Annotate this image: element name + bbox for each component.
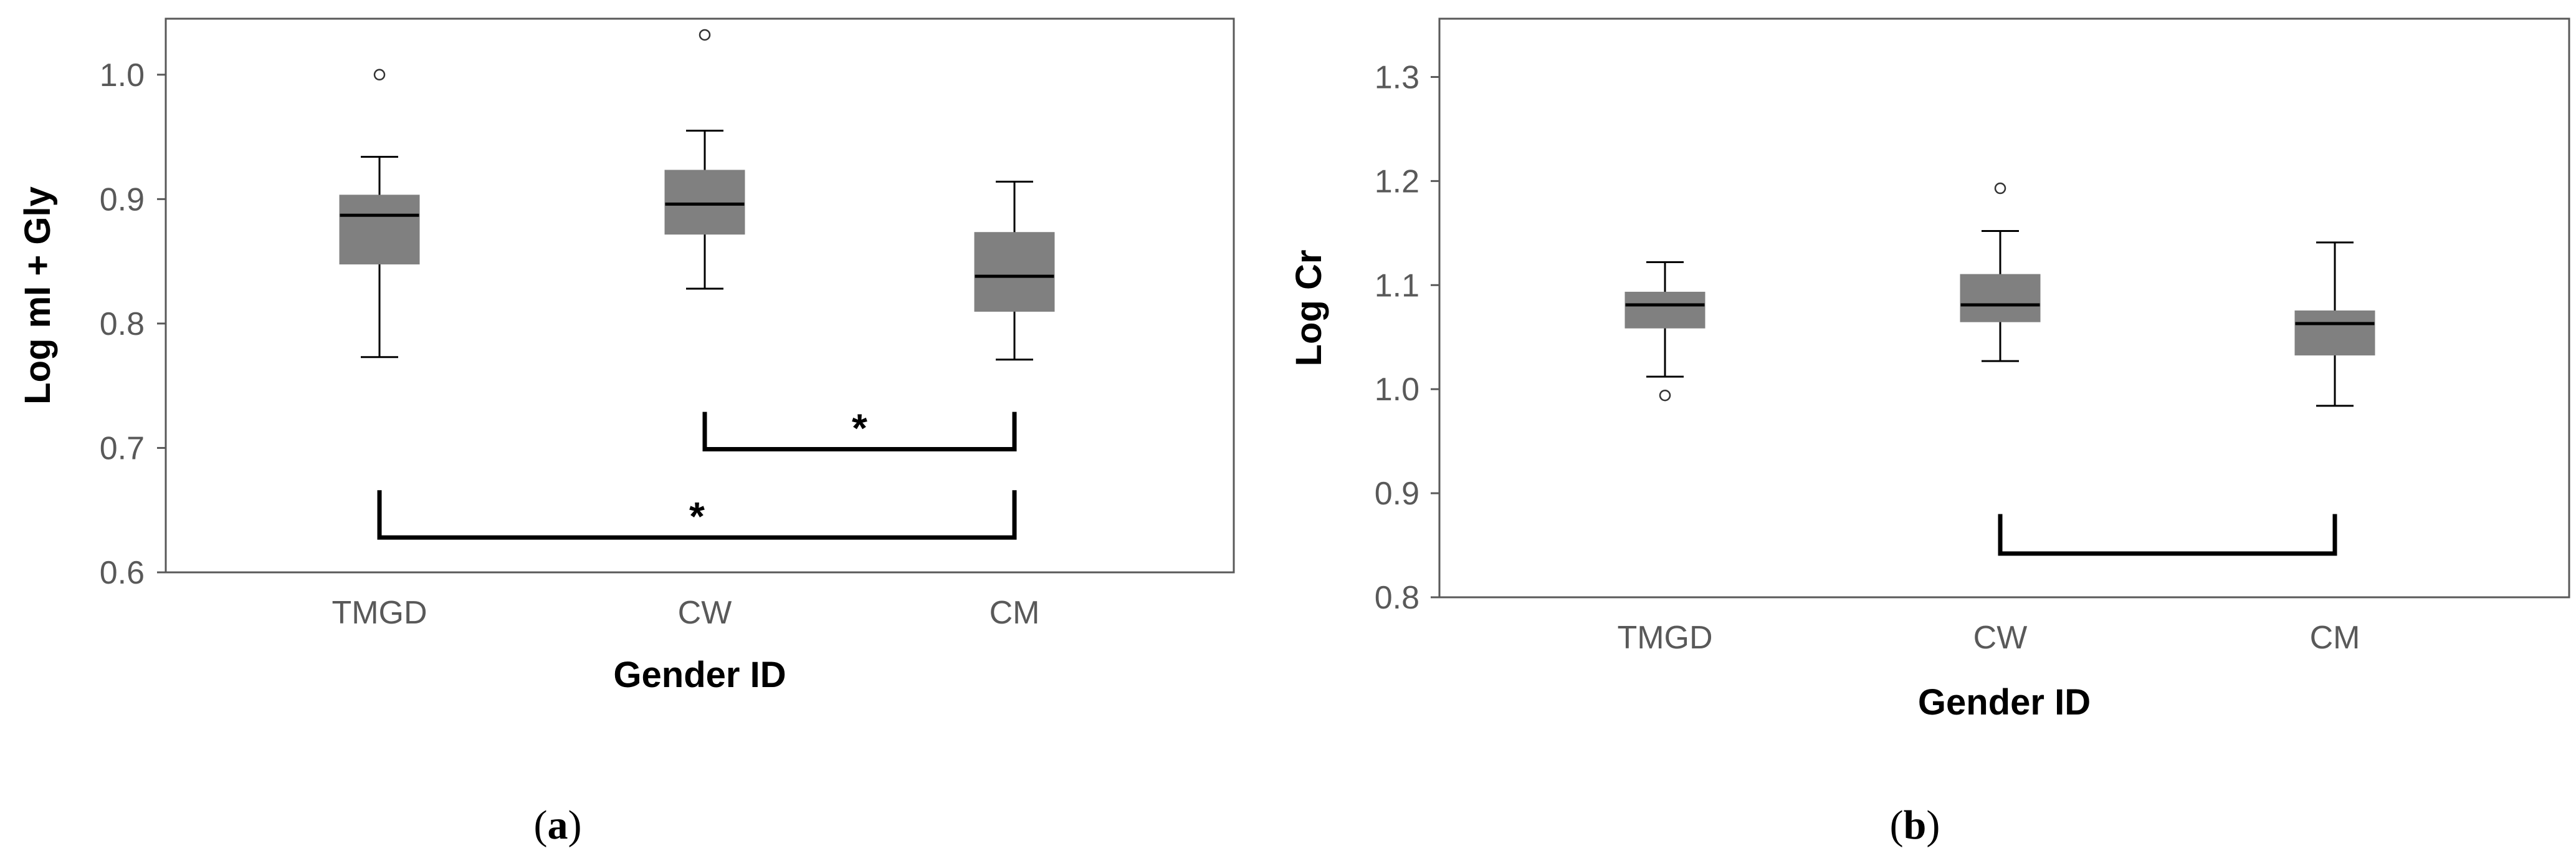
outlier-point: [1659, 389, 1671, 402]
box-TMGD: [339, 69, 420, 358]
outlier-point: [373, 69, 386, 81]
iqr-box: [1960, 274, 2041, 322]
outlier-point: [699, 29, 711, 41]
chart-panel-a: 0.6 0.7 0.8 0.9 1.0 TMGD CW CM Gender ID Log mI +…: [17, 17, 1235, 848]
x-tick-label: CW: [1973, 620, 2028, 656]
y-tick-label: 0.9: [100, 181, 145, 218]
plot-frame: [1438, 17, 2570, 599]
significance-bracket: [702, 411, 1017, 451]
box-CM: [974, 180, 1055, 361]
chart-panel-b: 0.8 0.9 1.0 1.1 1.2 1.3 TMGD CW CM Gender ID Log C…: [1289, 17, 2570, 848]
x-tick-label: CM: [990, 595, 1040, 631]
x-tick-label: TMGD: [332, 595, 427, 631]
box-CW: [664, 29, 745, 290]
y-tick-label: 0.7: [100, 430, 145, 466]
x-axis-label: Gender ID: [613, 655, 786, 695]
y-tick-label: 1.0: [100, 57, 145, 94]
y-tick-label: 0.8: [100, 306, 145, 342]
caption-letter: b: [1904, 802, 1927, 848]
iqr-box: [339, 195, 420, 265]
outlier-point: [1994, 182, 2006, 195]
x-axis-label: Gender ID: [1918, 682, 2091, 723]
iqr-box: [2294, 310, 2375, 356]
box-CW: [1960, 182, 2041, 362]
iqr-box: [1624, 291, 1705, 329]
caption-letter: a: [548, 802, 568, 848]
y-tick-label: 0.6: [100, 555, 145, 591]
caption-close-paren: ): [1926, 802, 1940, 848]
x-tick-label: CM: [2310, 620, 2360, 656]
significance-star: *: [852, 405, 867, 450]
caption-close-paren: ): [568, 802, 582, 848]
box-TMGD: [1624, 261, 1705, 402]
y-axis-label: Log Cr: [1289, 250, 1329, 367]
iqr-box: [974, 232, 1055, 312]
y-tick-label: 1.2: [1375, 163, 1419, 200]
y-tick-label: 1.3: [1375, 59, 1419, 95]
significance-bracket: [1998, 514, 2337, 556]
caption-open-paren: (: [1890, 802, 1904, 848]
y-tick-label: 0.9: [1375, 476, 1419, 512]
y-axis-label: Log mI + Gly: [17, 186, 58, 405]
caption-open-paren: (: [534, 802, 548, 848]
y-tick-label: 1.1: [1375, 267, 1419, 304]
y-tick-label: 0.8: [1375, 580, 1419, 616]
panel-caption: (b): [1890, 802, 1940, 848]
significance-star: *: [689, 494, 705, 539]
y-tick-label: 1.0: [1375, 372, 1419, 408]
x-tick-label: CW: [678, 595, 732, 631]
box-CM: [2294, 241, 2375, 407]
panel-caption: (a): [534, 802, 582, 848]
iqr-box: [664, 170, 745, 235]
significance-bracket: [377, 490, 1017, 540]
x-tick-label: TMGD: [1617, 620, 1712, 656]
plot-frame: [165, 17, 1235, 574]
